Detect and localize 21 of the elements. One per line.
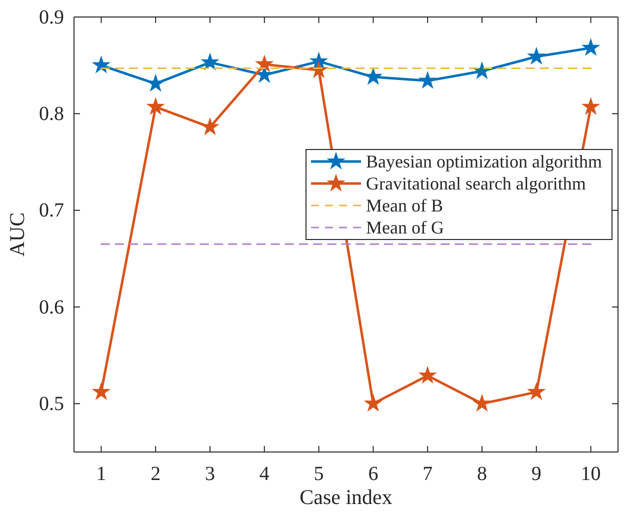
legend-label: Gravitational search algorithm [366,174,586,194]
x-tick-label: 5 [314,463,324,486]
x-tick-label: 3 [205,463,215,486]
y-tick-label: 0.5 [39,393,64,416]
legend-label: Mean of B [366,196,443,216]
x-tick-label: 2 [150,463,161,486]
x-tick-label: 8 [477,463,487,486]
y-tick-label: 0.6 [39,296,64,318]
x-tick-label: 6 [368,463,378,486]
y-axis-title: AUC [5,212,29,257]
x-axis-title: Case index [300,485,393,509]
y-tick-label: 0.7 [39,200,64,222]
x-tick-label: 4 [259,463,270,486]
x-tick-label: 10 [580,463,601,486]
x-tick-label: 9 [531,463,542,486]
y-tick-label: 0.8 [39,103,64,126]
x-tick-label: 7 [422,463,433,486]
legend-label: Bayesian optimization algorithm [366,152,602,172]
x-tick-label: 1 [96,463,106,486]
legend-label: Mean of G [366,218,444,238]
y-tick-label: 0.9 [39,6,64,28]
